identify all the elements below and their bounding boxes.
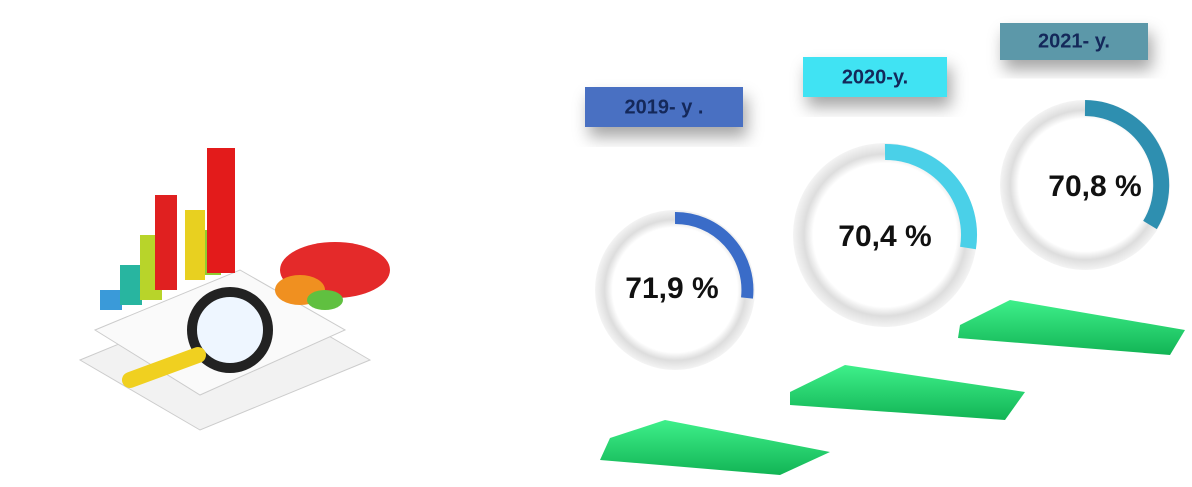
year-label: 2020-y. (842, 66, 908, 88)
platform (600, 420, 830, 475)
platform (790, 365, 1025, 420)
illustration (80, 148, 390, 430)
year-label: 2019- y . (625, 96, 704, 118)
slide: 2019- y . 2020-y. 2021- y. 71,9 % 70,4 %… (0, 0, 1192, 487)
percent-value: 71,9 % (625, 272, 718, 305)
percent-value: 70,4 % (838, 220, 931, 253)
percent-value: 70,8 % (1048, 170, 1141, 203)
platform (958, 300, 1185, 355)
page: 2019- y . 2020-y. 2021- y. 71,9 % 70,4 %… (0, 0, 1192, 487)
year-label: 2021- y. (1038, 30, 1110, 52)
